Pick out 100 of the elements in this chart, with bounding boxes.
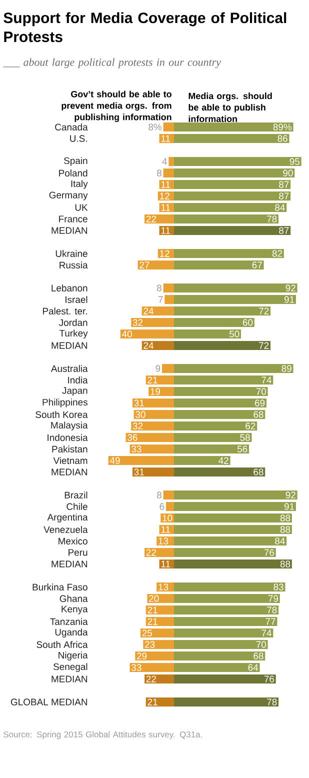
y-tick-label: Burkina Faso	[32, 584, 88, 590]
y-tick-label: South Africa	[36, 641, 88, 648]
data-label: 69	[255, 400, 265, 406]
bar	[144, 214, 174, 224]
y-tick-label: MEDIAN	[52, 560, 88, 568]
y-tick-label: Tanzania	[50, 618, 88, 625]
data-label: 88	[280, 526, 290, 533]
y-tick-label: Mexico	[58, 538, 88, 544]
y-tick-label: Australia	[50, 365, 88, 372]
data-label: 87	[279, 181, 289, 188]
y-tick-label: Russia	[60, 262, 88, 268]
data-label: 42	[218, 457, 228, 464]
data-label: 11	[161, 560, 170, 568]
data-label: 12	[160, 192, 170, 200]
bar	[174, 514, 292, 523]
y-tick-label: Turkey	[59, 330, 88, 338]
data-label: 62	[246, 422, 256, 430]
data-label: 87	[279, 227, 289, 234]
data-label: 11	[161, 181, 170, 188]
data-label: 21	[148, 618, 158, 625]
y-tick-label: Japan	[62, 387, 88, 396]
data-label: 8%	[148, 124, 162, 130]
data-label: 91	[284, 296, 294, 303]
data-label: 21	[148, 606, 158, 614]
data-label: 24	[144, 342, 154, 349]
y-tick-label: Lebanon	[52, 284, 88, 292]
data-label: 68	[254, 652, 264, 660]
data-label: 40	[122, 330, 132, 338]
bar	[146, 606, 174, 615]
y-tick-label: MEDIAN	[52, 342, 88, 349]
data-label: 10	[162, 514, 172, 522]
data-label: 22	[146, 676, 156, 682]
data-label: 58	[240, 434, 250, 441]
y-tick-label: MEDIAN	[52, 676, 88, 682]
data-label: 33	[132, 446, 142, 452]
data-label: 21	[148, 698, 158, 706]
y-tick-label: Canada	[55, 124, 88, 130]
data-label: 76	[264, 676, 274, 682]
data-label: 21	[148, 376, 158, 384]
y-tick-label: Palest. ter.	[42, 308, 87, 314]
bar	[168, 157, 174, 166]
y-tick-label: Germany	[49, 192, 88, 200]
bar	[163, 284, 174, 293]
y-tick-label: Jordan	[59, 319, 88, 326]
data-label: 87	[279, 192, 289, 200]
data-label: 22	[146, 216, 156, 222]
bar	[146, 698, 174, 707]
data-label: 24	[144, 308, 154, 314]
data-label: 64	[248, 664, 258, 671]
data-label: 92	[286, 492, 296, 498]
data-label: 78	[267, 698, 277, 706]
bar	[146, 376, 174, 385]
bar	[144, 548, 174, 558]
data-label: 68	[254, 468, 264, 476]
data-label: 91	[284, 503, 294, 510]
bar	[147, 594, 174, 604]
bar	[163, 122, 174, 132]
series-label: Media orgs. should be able to publish information	[188, 92, 272, 122]
bar	[163, 490, 174, 500]
data-label: 31	[134, 468, 144, 476]
bar	[164, 295, 174, 304]
y-tick-label: Israel	[66, 296, 88, 303]
data-label: 8	[157, 170, 162, 176]
data-label: 86	[278, 135, 288, 142]
data-label: 84	[275, 538, 285, 544]
data-label: 49	[110, 457, 120, 464]
source-note: Source: Spring 2015 Global Attitudes survey. Q31a.	[4, 731, 202, 740]
y-tick-label: India	[68, 376, 88, 384]
data-label: 33	[132, 664, 142, 671]
y-tick-label: MEDIAN	[52, 468, 88, 476]
data-label: 32	[132, 422, 143, 430]
data-label: 50	[229, 330, 240, 338]
data-label: 89%	[273, 124, 292, 130]
data-label: 70	[256, 641, 266, 648]
data-label: 60	[242, 319, 253, 326]
y-tick-label: Brazil	[64, 492, 88, 498]
y-tick-label: MEDIAN	[52, 227, 88, 234]
bar	[162, 364, 174, 374]
y-tick-label: Senegal	[54, 663, 88, 672]
data-label: 95	[290, 158, 300, 165]
bar	[144, 674, 174, 684]
data-label: 74	[262, 630, 272, 636]
data-label: 12	[160, 250, 170, 257]
data-label: 13	[158, 584, 168, 590]
y-tick-label: Ghana	[60, 595, 88, 602]
y-tick-label: Italy	[71, 180, 88, 189]
data-label: 74	[262, 376, 272, 384]
data-label: 29	[137, 652, 147, 660]
data-label: 11	[161, 227, 170, 234]
y-tick-label: Chile	[66, 503, 88, 510]
data-label: 31	[134, 400, 144, 406]
data-label: 70	[256, 388, 266, 395]
data-label: 67	[252, 262, 262, 268]
y-tick-label: Vietnam	[53, 457, 88, 464]
data-label: 82	[272, 250, 282, 257]
y-tick-label: Spain	[64, 157, 88, 166]
data-label: 25	[142, 630, 152, 636]
data-label: 78	[267, 606, 277, 614]
data-label: 79	[268, 595, 278, 602]
bar	[148, 387, 174, 396]
